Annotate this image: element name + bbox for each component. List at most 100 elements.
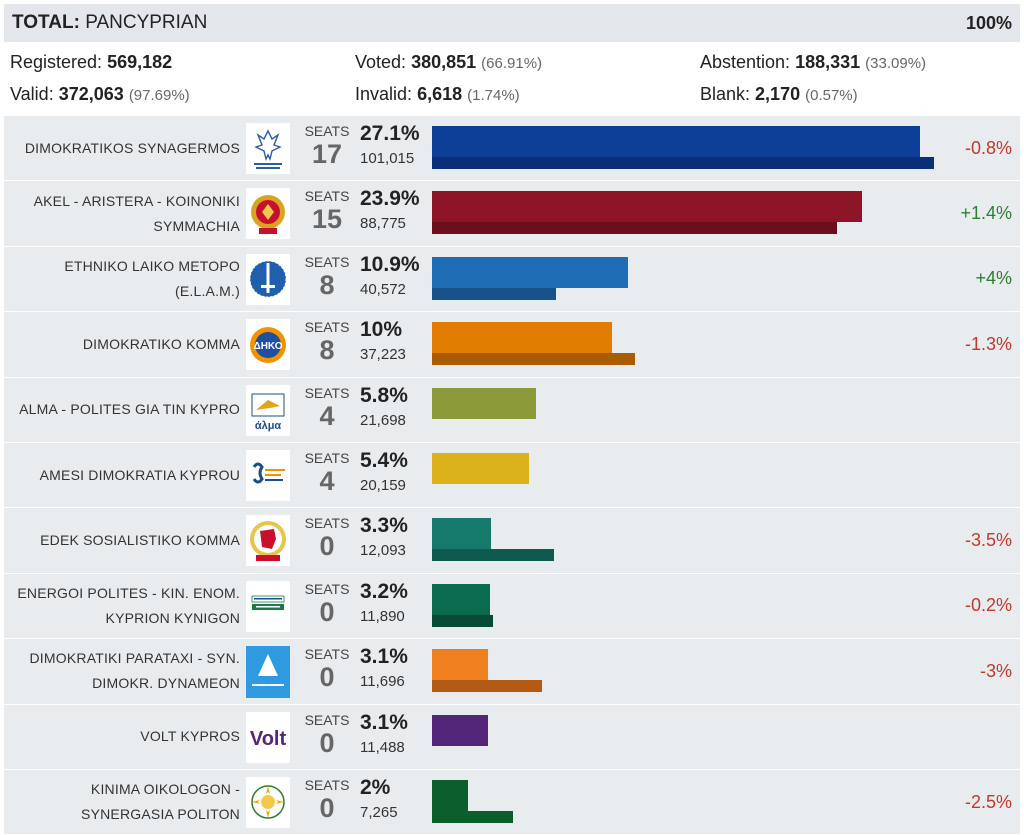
seats-value: 8 xyxy=(319,269,335,300)
header-title: TOTAL: PANCYPRIAN xyxy=(12,12,207,34)
party-row: DIMOKRATIKO KOMMA ΔΗΚΟ SEATS 8 10% 37,22… xyxy=(4,312,1020,378)
disy-eagle-logo xyxy=(246,123,290,174)
stat-registered-value: 569,182 xyxy=(107,52,173,72)
party-row: DIMOKRATIKI PARATAXI - SYN. DIMOKR. DYNA… xyxy=(4,639,1020,705)
energoi-polites-logo xyxy=(246,580,290,632)
seats-value: 4 xyxy=(319,400,335,431)
party-row: AMESI DIMOKRATIA KYPROU SEATS 4 5.4% 20,… xyxy=(4,442,1020,509)
party-name: DIMOKRATIKI PARATAXI - SYN. DIMOKR. DYNA… xyxy=(29,650,240,692)
seats-value: 0 xyxy=(319,531,335,562)
stat-invalid-percent: (1.74%) xyxy=(467,87,520,104)
svg-text:Volt: Volt xyxy=(250,728,287,750)
party-row: EDEK SOSIALISTIKO KOMMA SEATS 0 3.3% 12,… xyxy=(4,508,1020,574)
vote-change: -1.3% xyxy=(964,333,1012,354)
akel-emblem-logo xyxy=(246,188,290,240)
vote-percent: 5.8% xyxy=(360,383,408,407)
stat-voted-value: 380,851 xyxy=(411,52,477,72)
party-name: VOLT KYPROS xyxy=(140,728,240,745)
vote-change: +4% xyxy=(975,268,1012,289)
current-result-bar xyxy=(432,191,863,223)
previous-result-bar xyxy=(432,287,557,300)
vote-count: 12,093 xyxy=(360,542,406,560)
result-box: 3.3% 12,093 xyxy=(360,512,440,563)
stat-voted: Voted: 380,851 (66.91%) xyxy=(355,52,542,73)
seats-label: SEATS xyxy=(304,646,350,663)
elam-sword-logo xyxy=(246,253,290,305)
current-result-bar xyxy=(432,126,920,157)
vote-count: 88,775 xyxy=(360,215,406,233)
vote-percent: 10% xyxy=(360,318,403,342)
party-name: ENERGOI POLITES - KIN. ENOM. KYPRION KYN… xyxy=(17,584,240,626)
seats-label: SEATS xyxy=(304,711,350,728)
seats-value: 8 xyxy=(319,335,335,366)
seats-label: SEATS xyxy=(304,319,350,336)
seats-label: SEATS xyxy=(304,123,350,139)
amesi-dimokratia-logo xyxy=(246,449,290,501)
stat-valid: Valid: 372,063 (97.69%) xyxy=(10,84,190,105)
alma-logo: άλμα xyxy=(246,384,290,436)
header-percent: 100% xyxy=(965,12,1012,33)
result-box: 27.1% 101,015 xyxy=(360,120,440,171)
party-row: VOLT KYPROS Volt SEATS 0 3.1% 11,488 xyxy=(4,704,1020,770)
previous-result-bar xyxy=(432,680,542,693)
previous-result-bar xyxy=(432,353,636,366)
vote-change: +1.4% xyxy=(960,203,1012,224)
seats-box: SEATS 0 xyxy=(301,580,353,633)
party-name: AMESI DIMOKRATIA KYPROU xyxy=(39,466,240,483)
seats-box: SEATS 4 xyxy=(301,384,353,437)
stat-voted-label: Voted: xyxy=(355,52,407,72)
vote-count: 11,488 xyxy=(360,738,405,756)
header-title-label: TOTAL: xyxy=(12,12,80,33)
party-row: ENERGOI POLITES - KIN. ENOM. KYPRION KYN… xyxy=(4,573,1020,640)
seats-label: SEATS xyxy=(304,449,350,466)
seats-box: SEATS 0 xyxy=(301,711,353,764)
vote-count: 20,159 xyxy=(360,476,406,494)
previous-result-bar xyxy=(432,810,514,823)
vote-percent: 10.9% xyxy=(360,252,420,276)
vote-change: -0.8% xyxy=(964,137,1012,158)
seats-value: 17 xyxy=(311,139,343,169)
party-row: ETHNIKO LAIKO METOPO (E.L.A.M.) SEATS 8 … xyxy=(4,246,1020,313)
stat-abstention-percent: (33.09%) xyxy=(865,55,927,72)
current-result-bar xyxy=(432,452,530,484)
party-row: DIMOKRATIKOS SYNAGERMOS SEATS 17 27.1% 1… xyxy=(4,116,1020,182)
vote-percent: 3.2% xyxy=(360,579,408,603)
seats-value: 0 xyxy=(319,662,335,693)
stat-invalid-value: 6,618 xyxy=(417,84,463,104)
vote-count: 40,572 xyxy=(360,280,406,298)
vote-percent: 3.1% xyxy=(360,710,408,734)
seats-value: 0 xyxy=(319,727,335,758)
vote-count: 101,015 xyxy=(360,150,415,167)
result-box: 2% 7,265 xyxy=(360,774,440,825)
seats-label: SEATS xyxy=(304,515,350,532)
seats-box: SEATS 17 xyxy=(301,122,353,175)
summary-stats: Registered: 569,182 Voted: 380,851 (66.9… xyxy=(4,48,1020,114)
current-result-bar xyxy=(432,256,629,288)
stat-abstention: Abstention: 188,331 (33.09%) xyxy=(700,52,926,73)
stat-valid-value: 372,063 xyxy=(58,84,124,104)
seats-box: SEATS 8 xyxy=(301,253,353,306)
stat-blank: Blank: 2,170 (0.57%) xyxy=(700,84,858,105)
previous-result-bar xyxy=(432,614,494,627)
party-name: KINIMA OIKOLOGON - SYNERGASIA POLITON xyxy=(81,781,240,823)
result-box: 10.9% 40,572 xyxy=(360,251,440,302)
vote-count: 37,223 xyxy=(360,346,406,364)
seats-value: 15 xyxy=(311,204,343,235)
seats-box: SEATS 0 xyxy=(301,776,353,829)
result-box: 10% 37,223 xyxy=(360,316,440,367)
result-box: 5.4% 20,159 xyxy=(360,447,440,498)
stat-voted-percent: (66.91%) xyxy=(481,55,543,72)
seats-box: SEATS 0 xyxy=(301,645,353,698)
vote-percent: 3.1% xyxy=(360,645,408,669)
seats-box: SEATS 0 xyxy=(301,514,353,567)
result-box: 5.8% 21,698 xyxy=(360,382,440,433)
current-result-bar xyxy=(432,387,537,419)
vote-percent: 5.4% xyxy=(360,448,408,472)
seats-label: SEATS xyxy=(304,580,350,597)
result-box: 23.9% 88,775 xyxy=(360,185,440,236)
current-result-bar xyxy=(432,649,488,681)
seats-label: SEATS xyxy=(304,384,350,401)
party-name: AKEL - ARISTERA - KOINONIKI SYMMACHIA xyxy=(33,192,240,234)
seats-value: 4 xyxy=(319,465,335,496)
vote-percent: 23.9% xyxy=(360,187,420,211)
